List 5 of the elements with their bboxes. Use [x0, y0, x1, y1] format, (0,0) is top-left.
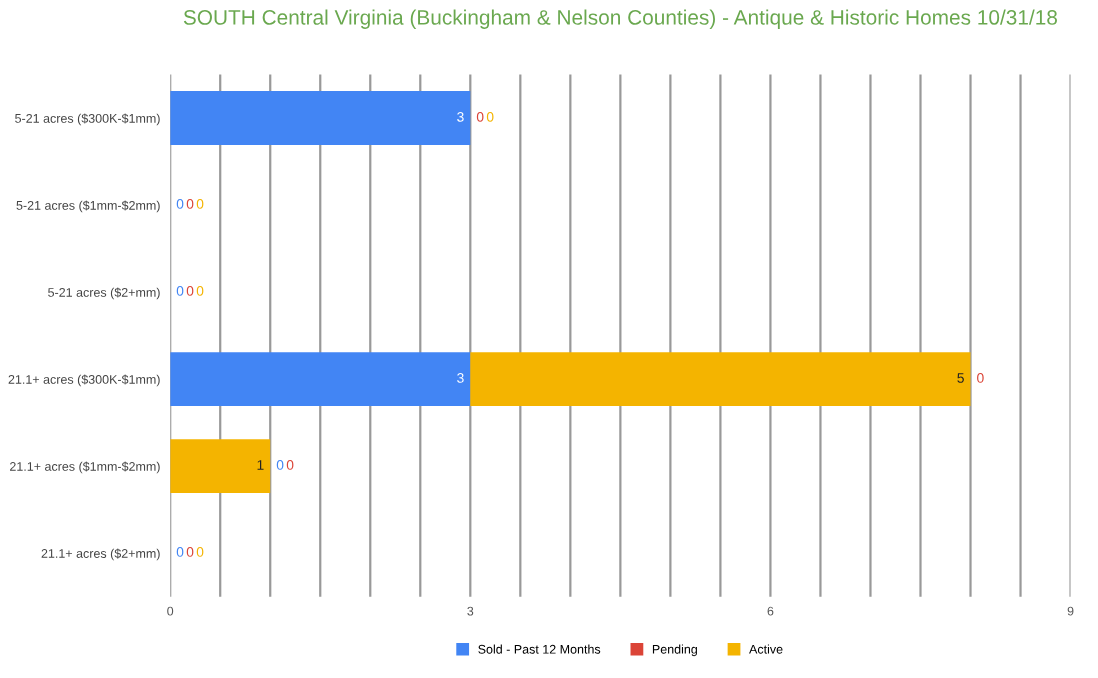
- chart-title: SOUTH Central Virginia (Buckingham & Nelson Counties) - Antique & Historic Homes 10/31/18: [183, 9, 1057, 29]
- bar: [470, 352, 971, 407]
- bar: [170, 91, 471, 146]
- bar: [170, 352, 471, 407]
- bar: [170, 439, 271, 494]
